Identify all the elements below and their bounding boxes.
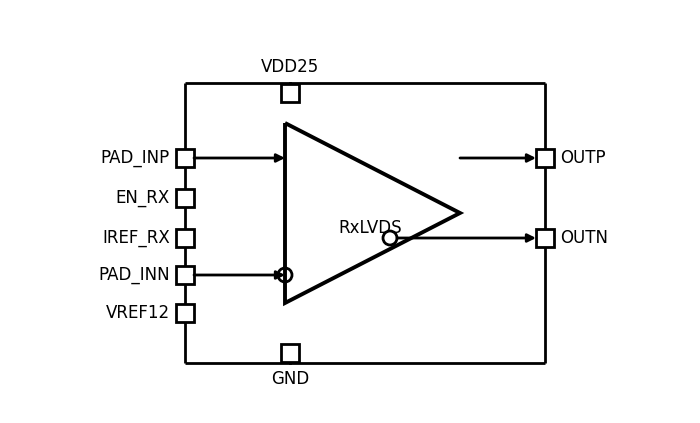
- Bar: [176, 229, 194, 247]
- Text: PAD_INP: PAD_INP: [101, 149, 170, 167]
- Text: OUTN: OUTN: [560, 229, 608, 247]
- Text: VDD25: VDD25: [261, 58, 319, 76]
- Text: EN_RX: EN_RX: [116, 189, 170, 207]
- Bar: [281, 344, 299, 362]
- Text: IREF_RX: IREF_RX: [102, 229, 170, 247]
- Bar: [536, 149, 554, 167]
- Bar: [176, 189, 194, 207]
- Bar: [176, 149, 194, 167]
- Text: VREF12: VREF12: [106, 304, 170, 322]
- Bar: [176, 266, 194, 284]
- Bar: [176, 304, 194, 322]
- Bar: [281, 84, 299, 102]
- Text: OUTP: OUTP: [560, 149, 606, 167]
- Text: GND: GND: [271, 370, 309, 388]
- Text: RxLVDS: RxLVDS: [338, 219, 402, 237]
- Bar: [536, 229, 554, 247]
- Text: PAD_INN: PAD_INN: [99, 266, 170, 284]
